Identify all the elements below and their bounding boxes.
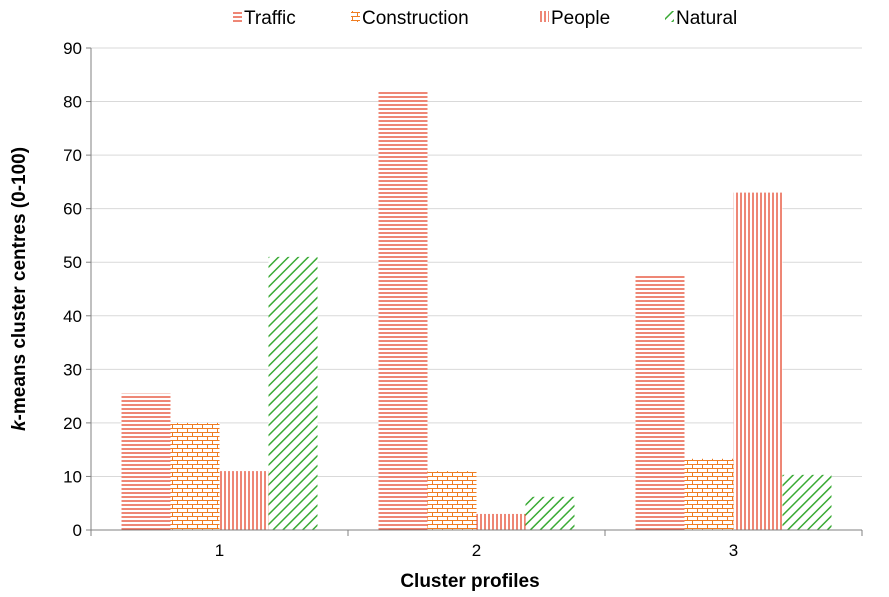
- y-tick-label: 70: [63, 146, 82, 165]
- bar-construction-2: [427, 471, 477, 530]
- y-axis-title: k-means cluster centres (0-100): [9, 147, 30, 431]
- x-tick-label: 2: [472, 541, 481, 560]
- bar-construction-3: [684, 458, 734, 530]
- y-tick-label: 90: [63, 39, 82, 58]
- x-tick-label: 1: [215, 541, 224, 560]
- legend-swatch-people: [540, 11, 549, 22]
- axes: [90, 48, 862, 531]
- bar-people-3: [733, 192, 783, 530]
- legend: Traffic Construction People Natural: [233, 8, 737, 29]
- legend-swatch-traffic: [233, 11, 242, 22]
- bar-people-1: [219, 471, 269, 530]
- bar-natural-2: [525, 496, 575, 530]
- legend-label-natural: Natural: [676, 8, 737, 29]
- y-tick-label: 40: [63, 307, 82, 326]
- x-tick-labels: 1 2 3: [90, 530, 863, 560]
- legend-label-traffic: Traffic: [244, 8, 296, 29]
- legend-swatch-construction: [351, 11, 360, 22]
- y-tick-label: 80: [63, 93, 82, 112]
- bar-traffic-1: [121, 393, 171, 530]
- y-tick-label: 50: [63, 253, 82, 272]
- legend-label-people: People: [551, 8, 610, 29]
- bar-traffic-3: [635, 275, 685, 530]
- bar-construction-1: [170, 422, 220, 530]
- y-axis-title-rest: -means cluster centres (0-100): [9, 147, 30, 421]
- bar-traffic-2: [378, 90, 428, 530]
- y-tick-labels: 0 10 20 30 40 50 60 70 80 90: [63, 39, 91, 540]
- bar-natural-3: [782, 474, 832, 530]
- y-axis-title-italic: k: [9, 419, 30, 431]
- y-tick-label: 20: [63, 414, 82, 433]
- legend-label-construction: Construction: [362, 8, 469, 29]
- y-tick-label: 10: [63, 467, 82, 486]
- bars: [121, 90, 832, 530]
- x-axis-title: Cluster profiles: [400, 571, 539, 592]
- y-tick-label: 60: [63, 200, 82, 219]
- bar-people-2: [476, 513, 526, 530]
- legend-swatch-natural: [665, 11, 674, 22]
- y-tick-label: 30: [63, 360, 82, 379]
- x-tick-label: 3: [729, 541, 738, 560]
- bar-natural-1: [268, 256, 318, 530]
- y-tick-label: 0: [73, 521, 82, 540]
